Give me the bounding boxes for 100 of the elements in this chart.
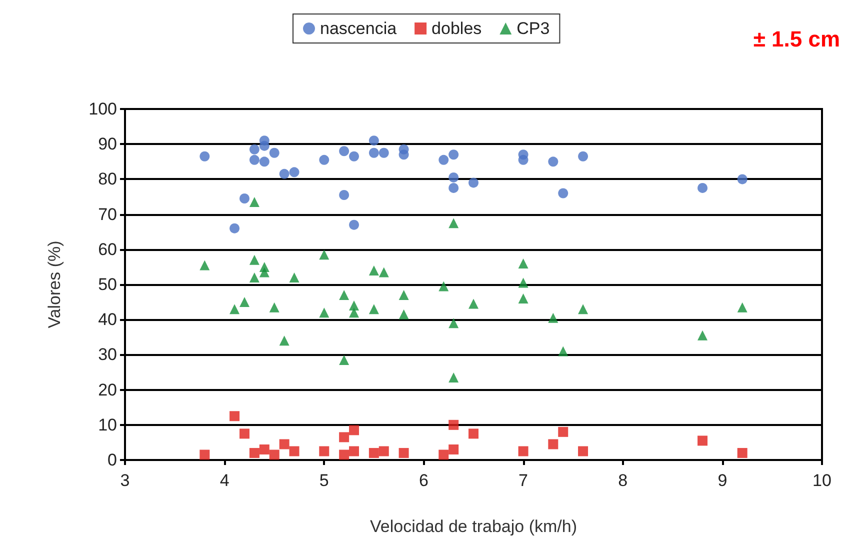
point — [289, 446, 300, 456]
point — [448, 172, 459, 182]
point — [259, 267, 270, 278]
point — [249, 448, 260, 458]
x-tick-label: 5 — [319, 471, 329, 490]
y-tick-label: 100 — [88, 100, 117, 118]
point — [698, 436, 708, 446]
point — [698, 330, 708, 340]
point — [548, 156, 558, 167]
point — [468, 178, 478, 188]
x-tick-label: 10 — [812, 471, 832, 490]
point — [319, 446, 330, 456]
point — [368, 448, 379, 458]
point — [518, 258, 528, 268]
point — [249, 197, 260, 208]
point — [468, 428, 478, 439]
point — [339, 354, 350, 365]
y-axis-title: Valores (%) — [45, 240, 64, 328]
point — [398, 309, 409, 320]
point — [448, 218, 459, 228]
point — [200, 450, 210, 460]
y-tick-label: 80 — [98, 170, 117, 189]
point — [558, 188, 568, 198]
point — [349, 446, 360, 456]
point — [448, 150, 459, 160]
point — [398, 448, 409, 458]
point — [578, 304, 588, 314]
point — [578, 151, 588, 162]
point — [548, 439, 558, 450]
point — [349, 308, 360, 318]
point — [269, 450, 280, 460]
point — [558, 426, 568, 437]
point — [279, 336, 290, 346]
point — [289, 167, 300, 178]
x-axis-title: Velocidad de trabajo (km/h) — [370, 517, 577, 536]
point — [448, 420, 459, 430]
point — [518, 294, 528, 304]
point — [438, 450, 449, 460]
y-tick-label: 40 — [98, 310, 117, 330]
point — [279, 168, 290, 179]
legend-label: dobles — [432, 19, 482, 38]
point — [339, 190, 350, 200]
point — [349, 220, 360, 230]
point — [230, 304, 240, 314]
point — [200, 151, 210, 162]
y-tick-label: 90 — [98, 134, 117, 154]
point — [319, 154, 330, 165]
point — [398, 150, 409, 160]
point — [368, 265, 379, 276]
point — [558, 346, 568, 356]
point — [200, 260, 210, 270]
point — [368, 148, 379, 158]
point — [230, 223, 240, 234]
point — [239, 297, 250, 308]
point — [438, 281, 449, 292]
point — [339, 290, 350, 300]
point — [249, 154, 260, 165]
point — [289, 272, 300, 282]
point — [239, 428, 250, 439]
point — [339, 450, 350, 460]
point — [249, 272, 260, 282]
point — [339, 146, 350, 156]
point — [518, 278, 528, 288]
point — [230, 411, 240, 422]
point — [698, 182, 708, 193]
y-tick-label: 10 — [98, 415, 117, 434]
point — [398, 290, 409, 300]
point — [448, 444, 459, 454]
y-tick-label: 60 — [98, 240, 117, 259]
point — [259, 156, 270, 167]
point — [448, 318, 459, 328]
y-tick-label: 0 — [108, 450, 117, 470]
point — [319, 308, 330, 318]
point — [349, 300, 360, 311]
x-tick-label: 8 — [618, 471, 628, 490]
point — [249, 254, 260, 265]
point — [737, 448, 748, 458]
point — [518, 154, 528, 165]
point — [349, 151, 360, 162]
point — [269, 302, 280, 312]
y-tick-label: 70 — [98, 204, 117, 224]
y-tick-label: 20 — [98, 380, 117, 400]
x-tick-label: 6 — [418, 471, 428, 490]
point — [737, 302, 748, 312]
y-tick-label: 30 — [98, 345, 117, 364]
point — [518, 446, 528, 456]
point — [548, 312, 558, 323]
point — [259, 140, 270, 151]
point — [468, 298, 478, 309]
point — [578, 446, 588, 456]
point — [269, 148, 280, 158]
point — [349, 425, 360, 436]
point — [279, 439, 290, 450]
text: ± 1.5 cm — [753, 26, 840, 52]
point — [448, 182, 459, 193]
x-tick-label: 4 — [220, 471, 230, 490]
point — [448, 372, 459, 383]
x-tick-label: 9 — [718, 471, 728, 490]
point — [438, 154, 449, 165]
point — [737, 174, 748, 184]
